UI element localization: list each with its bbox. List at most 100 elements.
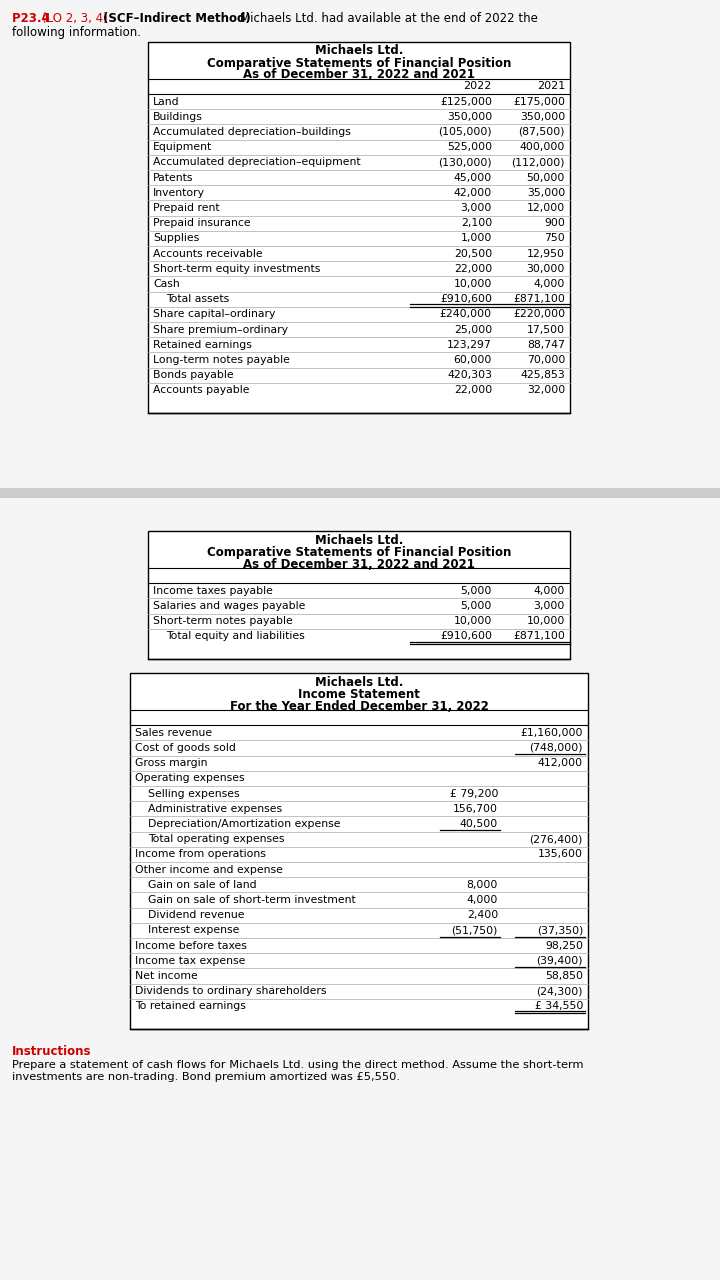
Text: 3,000: 3,000 (461, 204, 492, 212)
Text: 10,000: 10,000 (454, 279, 492, 289)
Text: 400,000: 400,000 (520, 142, 565, 152)
Bar (148, 42, 570, 413)
Text: 4,000: 4,000 (534, 279, 565, 289)
Text: (LO 2, 3, 4): (LO 2, 3, 4) (42, 12, 112, 26)
Text: 2022: 2022 (464, 82, 492, 91)
Text: Gain on sale of land: Gain on sale of land (148, 879, 256, 890)
Text: Inventory: Inventory (153, 188, 205, 198)
Bar (0, 488, 720, 498)
Text: 2,400: 2,400 (467, 910, 498, 920)
Text: Administrative expenses: Administrative expenses (148, 804, 282, 814)
Text: 22,000: 22,000 (454, 385, 492, 396)
Text: Cash: Cash (153, 279, 180, 289)
Text: Selling expenses: Selling expenses (148, 788, 240, 799)
Text: (SCF–Indirect Method): (SCF–Indirect Method) (103, 12, 255, 26)
Text: 3,000: 3,000 (534, 602, 565, 611)
Text: 20,500: 20,500 (454, 248, 492, 259)
Text: 2,100: 2,100 (461, 218, 492, 228)
Text: 42,000: 42,000 (454, 188, 492, 198)
Text: 123,297: 123,297 (447, 339, 492, 349)
Text: 5,000: 5,000 (461, 602, 492, 611)
Text: 350,000: 350,000 (446, 111, 492, 122)
Text: Michaels Ltd.: Michaels Ltd. (315, 45, 403, 58)
Text: (105,000): (105,000) (438, 127, 492, 137)
Text: Long-term notes payable: Long-term notes payable (153, 355, 290, 365)
Text: Comparative Statements of Financial Position: Comparative Statements of Financial Posi… (207, 545, 511, 558)
Text: 420,303: 420,303 (447, 370, 492, 380)
Text: Prepare a statement of cash flows for Michaels Ltd. using the direct method. Ass: Prepare a statement of cash flows for Mi… (12, 1060, 583, 1082)
Text: Total equity and liabilities: Total equity and liabilities (166, 631, 305, 641)
Text: Share premium–ordinary: Share premium–ordinary (153, 325, 288, 334)
Text: 32,000: 32,000 (527, 385, 565, 396)
Text: 17,500: 17,500 (527, 325, 565, 334)
Text: £871,100: £871,100 (513, 631, 565, 641)
Text: Retained earnings: Retained earnings (153, 339, 252, 349)
Text: (276,400): (276,400) (530, 835, 583, 845)
Text: 12,950: 12,950 (527, 248, 565, 259)
Text: 30,000: 30,000 (526, 264, 565, 274)
Text: Bonds payable: Bonds payable (153, 370, 233, 380)
Text: Total assets: Total assets (166, 294, 229, 305)
Text: Accumulated depreciation–buildings: Accumulated depreciation–buildings (153, 127, 351, 137)
Text: 900: 900 (544, 218, 565, 228)
Text: 750: 750 (544, 233, 565, 243)
Text: (87,500): (87,500) (518, 127, 565, 137)
Text: 60,000: 60,000 (454, 355, 492, 365)
Text: Comparative Statements of Financial Position: Comparative Statements of Financial Posi… (207, 56, 511, 69)
Text: Supplies: Supplies (153, 233, 199, 243)
Text: Gain on sale of short-term investment: Gain on sale of short-term investment (148, 895, 356, 905)
Text: To retained earnings: To retained earnings (135, 1001, 246, 1011)
Text: Accounts payable: Accounts payable (153, 385, 250, 396)
Text: Patents: Patents (153, 173, 194, 183)
Text: Dividend revenue: Dividend revenue (148, 910, 245, 920)
Text: As of December 31, 2022 and 2021: As of December 31, 2022 and 2021 (243, 69, 475, 82)
Text: 10,000: 10,000 (526, 616, 565, 626)
Text: 98,250: 98,250 (545, 941, 583, 951)
Text: 412,000: 412,000 (538, 758, 583, 768)
Text: Other income and expense: Other income and expense (135, 864, 283, 874)
Text: 35,000: 35,000 (527, 188, 565, 198)
Text: Gross margin: Gross margin (135, 758, 207, 768)
Text: (37,350): (37,350) (536, 925, 583, 936)
Text: 1,000: 1,000 (461, 233, 492, 243)
Text: Income tax expense: Income tax expense (135, 956, 246, 966)
Text: Short-term equity investments: Short-term equity investments (153, 264, 320, 274)
Text: Dividends to ordinary shareholders: Dividends to ordinary shareholders (135, 986, 326, 996)
Text: £125,000: £125,000 (440, 96, 492, 106)
Text: Land: Land (153, 96, 179, 106)
Text: 10,000: 10,000 (454, 616, 492, 626)
Text: £175,000: £175,000 (513, 96, 565, 106)
Text: Net income: Net income (135, 972, 198, 980)
Text: 40,500: 40,500 (460, 819, 498, 829)
Text: (130,000): (130,000) (438, 157, 492, 168)
Text: (51,750): (51,750) (451, 925, 498, 936)
Text: 525,000: 525,000 (447, 142, 492, 152)
Text: 425,853: 425,853 (521, 370, 565, 380)
Text: Equipment: Equipment (153, 142, 212, 152)
Text: 88,747: 88,747 (527, 339, 565, 349)
Text: Michaels Ltd.: Michaels Ltd. (315, 534, 403, 547)
Text: As of December 31, 2022 and 2021: As of December 31, 2022 and 2021 (243, 558, 475, 571)
Text: 70,000: 70,000 (526, 355, 565, 365)
Text: 12,000: 12,000 (527, 204, 565, 212)
Text: Sales revenue: Sales revenue (135, 728, 212, 737)
Text: 156,700: 156,700 (453, 804, 498, 814)
Text: 5,000: 5,000 (461, 586, 492, 595)
Text: P23.4: P23.4 (12, 12, 54, 26)
Text: Share capital–ordinary: Share capital–ordinary (153, 310, 275, 320)
Text: 58,850: 58,850 (545, 972, 583, 980)
Text: £ 79,200: £ 79,200 (449, 788, 498, 799)
Text: Short-term notes payable: Short-term notes payable (153, 616, 293, 626)
Text: 135,600: 135,600 (538, 850, 583, 859)
Text: Income Statement: Income Statement (298, 687, 420, 700)
Text: £220,000: £220,000 (513, 310, 565, 320)
Text: Operating expenses: Operating expenses (135, 773, 245, 783)
Text: Income from operations: Income from operations (135, 850, 266, 859)
Text: £871,100: £871,100 (513, 294, 565, 305)
Text: Michaels Ltd.: Michaels Ltd. (315, 676, 403, 689)
Text: following information.: following information. (12, 26, 141, 38)
Text: Accounts receivable: Accounts receivable (153, 248, 263, 259)
Text: Buildings: Buildings (153, 111, 203, 122)
Text: (39,400): (39,400) (536, 956, 583, 966)
Text: Prepaid rent: Prepaid rent (153, 204, 220, 212)
